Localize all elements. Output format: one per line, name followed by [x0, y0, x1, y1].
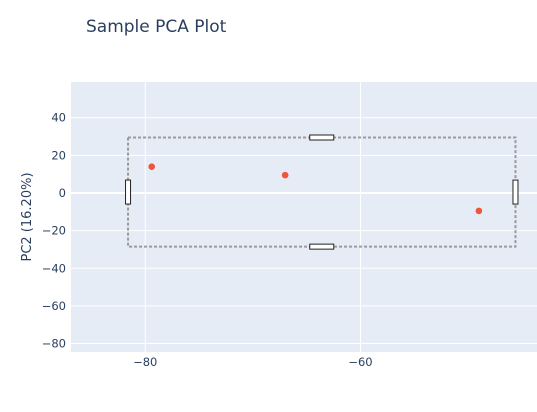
data-point — [475, 207, 483, 215]
y-tick-label: −20 — [42, 224, 66, 238]
y-axis-title: PC2 (16.20%) — [20, 172, 35, 261]
selection-box — [125, 134, 519, 250]
resize-handle-bottom — [309, 243, 335, 250]
data-point — [148, 163, 156, 170]
data-points — [148, 163, 483, 215]
gridlines — [71, 82, 537, 352]
chart-title: Sample PCA Plot — [86, 17, 227, 37]
y-tick-label: 20 — [51, 148, 66, 162]
plot-area — [71, 82, 537, 352]
resize-handle-left — [125, 179, 132, 205]
y-tick-label: −80 — [42, 337, 66, 351]
resize-handle-right — [512, 179, 519, 205]
y-tick-label: 40 — [51, 111, 66, 125]
data-point — [281, 171, 289, 179]
x-tick-label: −60 — [348, 355, 372, 369]
axis-ticks: −80 −60 40 20 0 −20 −40 −60 −80 — [42, 111, 373, 369]
x-tick-label: −80 — [133, 355, 157, 369]
resize-handle-top — [309, 134, 335, 141]
y-tick-label: 0 — [59, 186, 66, 200]
y-tick-label: −60 — [42, 299, 66, 313]
y-tick-label: −40 — [42, 261, 66, 275]
